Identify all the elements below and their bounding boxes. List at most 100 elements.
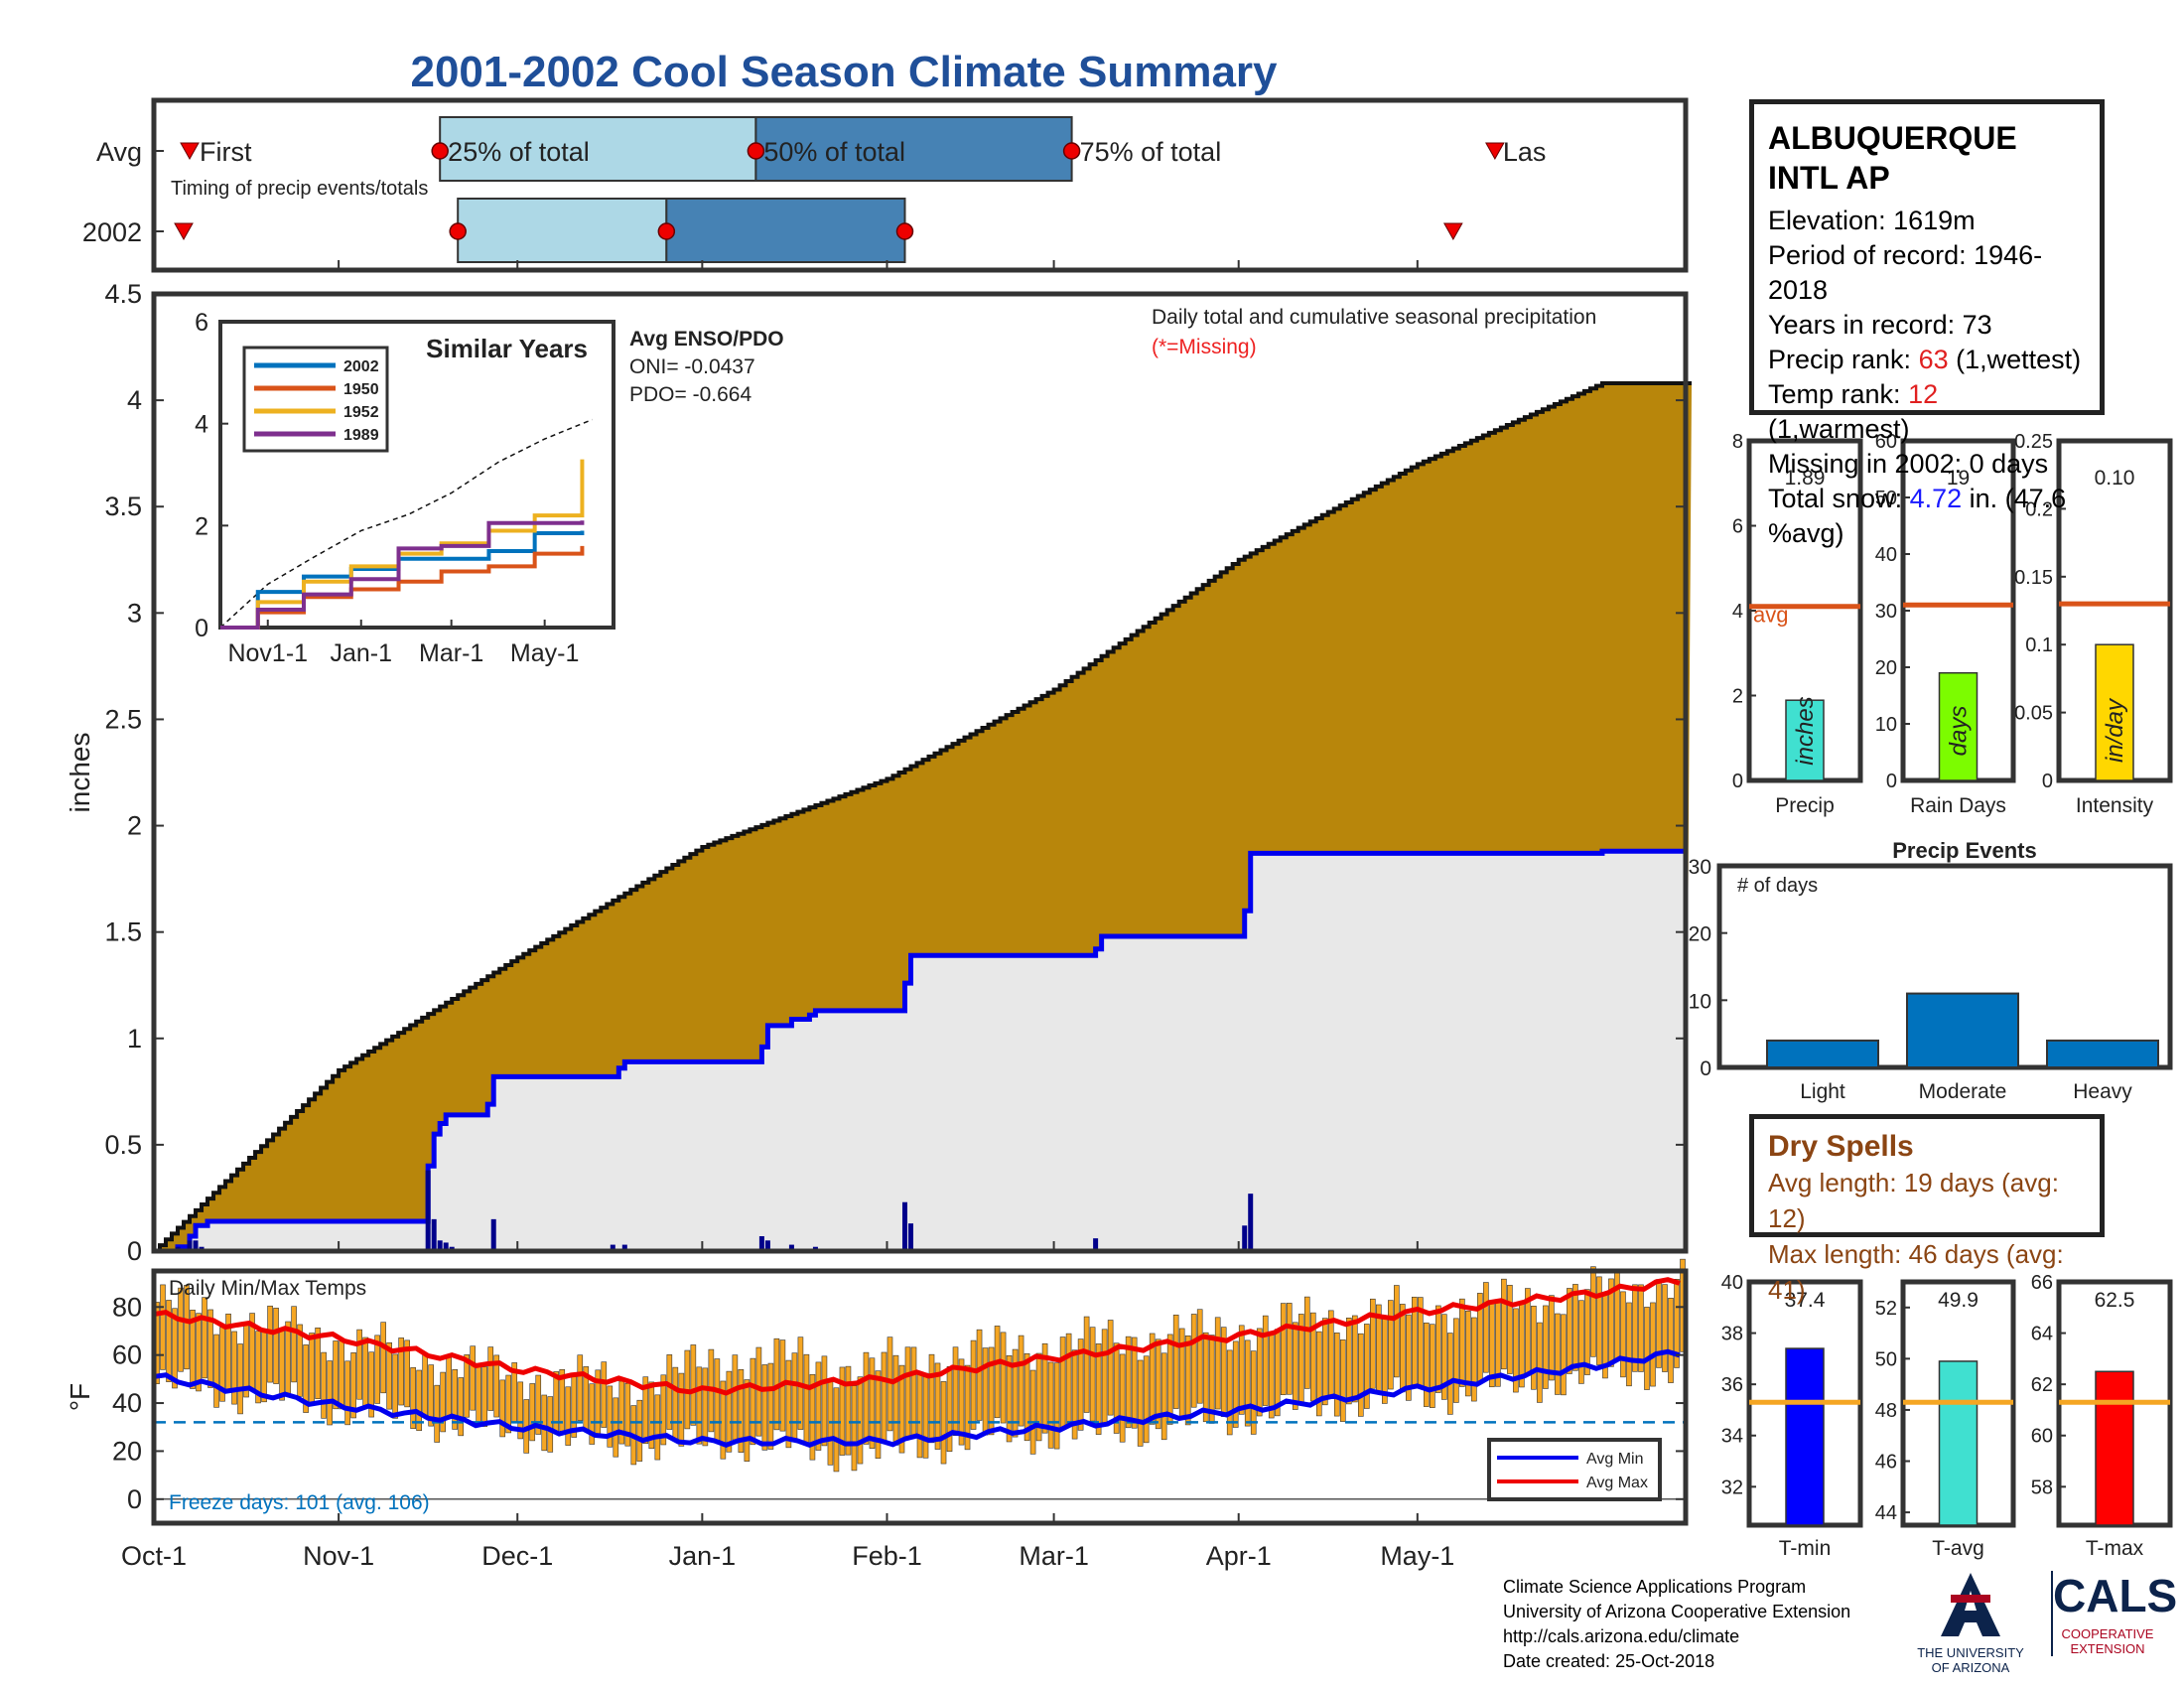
- daily-temp-bar: [642, 1376, 649, 1444]
- credit-line: http://cals.arizona.edu/climate: [1503, 1626, 1740, 1646]
- daily-temp-bar: [1268, 1331, 1275, 1419]
- station-period: Period of record: 1946-2018: [1768, 240, 2043, 305]
- events-y-tick-label: 10: [1689, 990, 1711, 1013]
- daily-temp-bar: [821, 1355, 828, 1447]
- daily-temp-bar: [356, 1329, 362, 1400]
- daily-temp-bar: [1238, 1325, 1245, 1415]
- temp-summary-value-label: 37.4: [1785, 1289, 1826, 1312]
- daily-precip-bar: [764, 1240, 770, 1251]
- small-y-tick-label: 0.15: [2014, 567, 2053, 589]
- daily-temp-bar: [1018, 1335, 1024, 1427]
- daily-temp-bar: [1435, 1305, 1441, 1393]
- daily-temp-bar: [851, 1385, 858, 1472]
- daily-precip-bar: [193, 1240, 199, 1251]
- daily-temp-bar: [1537, 1322, 1543, 1403]
- daily-temp-bar: [744, 1379, 751, 1462]
- daily-temp-bar: [607, 1385, 614, 1448]
- y-tick-label: 4.5: [104, 279, 142, 309]
- small-y-tick-label: 0.2: [2025, 498, 2053, 520]
- small-bar-unit-label: in/day: [2102, 697, 2128, 763]
- daily-temp-bar: [1339, 1339, 1346, 1422]
- daily-temp-bar: [535, 1374, 542, 1435]
- daily-precip-bar: [610, 1244, 615, 1251]
- daily-temp-bar: [452, 1369, 458, 1430]
- daily-temp-bar: [863, 1351, 870, 1445]
- small-y-tick-label: 20: [1875, 657, 1897, 679]
- temp-summary-xlabel: T-avg: [1932, 1537, 1984, 1560]
- temp-summary-bar: [1785, 1347, 1825, 1526]
- daily-temp-bar: [1465, 1310, 1471, 1397]
- daily-temp-bar: [1041, 1342, 1048, 1434]
- station-precip-rank: Precip rank: 63 (1,wettest): [1768, 345, 2082, 374]
- daily-temp-bar: [589, 1383, 596, 1445]
- station-elevation: Elevation: 1619m: [1768, 206, 1976, 235]
- timing-2002-bar-50-75: [665, 198, 906, 263]
- legend-label: 1950: [343, 381, 379, 398]
- daily-temp-bar: [791, 1352, 798, 1443]
- daily-precip-bar: [1248, 1194, 1254, 1251]
- daily-temp-bar: [1447, 1333, 1453, 1415]
- daily-temp-bar: [404, 1339, 410, 1408]
- daily-temp-bar: [1196, 1309, 1203, 1404]
- daily-temp-bar: [1029, 1369, 1036, 1455]
- daily-temp-bar: [601, 1361, 608, 1428]
- daily-temp-bar: [362, 1336, 368, 1406]
- daily-precip-bar: [901, 1201, 907, 1251]
- daily-temp-bar: [1507, 1285, 1513, 1374]
- legend-label: Avg Min: [1586, 1451, 1644, 1468]
- daily-temp-bar: [1286, 1303, 1293, 1395]
- daily-temp-bar: [660, 1374, 667, 1446]
- daily-temp-bar: [994, 1326, 1001, 1419]
- daily-temp-bar: [1113, 1342, 1120, 1434]
- daily-temp-bar: [940, 1381, 947, 1465]
- x-tick-label: May-1: [1380, 1541, 1454, 1571]
- missing-note: (*=Missing): [1152, 336, 1257, 358]
- daily-temp-bar: [565, 1386, 572, 1446]
- daily-temp-bar: [321, 1351, 327, 1419]
- temp-summary-y-tick-label: 38: [1721, 1324, 1743, 1345]
- daily-temp-bar: [666, 1354, 673, 1430]
- daily-temp-bar: [1244, 1339, 1251, 1427]
- timing-2002-75-marker: [895, 222, 914, 240]
- daily-temp-bar: [1083, 1316, 1090, 1413]
- daily-temp-bar: [1388, 1300, 1394, 1390]
- timing-label-50: 50% of total: [763, 137, 905, 167]
- daily-temp-bar: [1471, 1317, 1477, 1402]
- small-y-tick-label: 50: [1875, 488, 1897, 509]
- small-y-tick-label: 0.1: [2025, 634, 2053, 656]
- daily-temp-bar: [946, 1366, 953, 1453]
- daily-temp-bar: [761, 1364, 768, 1451]
- events-y-tick-label: 0: [1700, 1057, 1711, 1080]
- daily-temp-bar: [1596, 1276, 1602, 1365]
- small-y-tick-label: 4: [1732, 601, 1743, 623]
- daily-precip-bar: [437, 1240, 443, 1251]
- daily-temp-bar: [1357, 1333, 1364, 1417]
- daily-temp-bar: [1190, 1314, 1197, 1408]
- daily-temp-bar: [237, 1343, 243, 1415]
- daily-temp-bar: [1006, 1355, 1013, 1443]
- daily-temp-bar: [928, 1353, 935, 1444]
- inset-x-tick-label: Mar-1: [419, 639, 483, 667]
- cals-logo: CALS COOPERATIVE EXTENSION: [2051, 1571, 2177, 1656]
- ua-line-2: OF ARIZONA: [1931, 1660, 2010, 1675]
- temp-summary-xlabel: T-max: [2086, 1537, 2144, 1560]
- events-ylabel: # of days: [1737, 875, 1818, 897]
- daily-temp-bar: [196, 1313, 202, 1392]
- temp-y-tick-label: 60: [112, 1340, 142, 1370]
- daily-temp-bar: [476, 1365, 482, 1427]
- legend-label: 1989: [343, 427, 379, 444]
- daily-temp-bar: [297, 1324, 303, 1397]
- daily-temp-bar: [785, 1359, 792, 1449]
- daily-precip-bar: [431, 1218, 437, 1251]
- daily-temp-bar: [815, 1361, 822, 1451]
- daily-precip-bar: [621, 1244, 627, 1251]
- inset-x-tick-label: Jan-1: [330, 639, 392, 667]
- small-bar-xlabel: Precip: [1775, 794, 1835, 817]
- daily-temp-bar: [422, 1353, 428, 1418]
- daily-temp-bar: [1543, 1305, 1549, 1389]
- temp-panel-title: Daily Min/Max Temps: [169, 1277, 366, 1300]
- daily-temp-bar: [1453, 1318, 1459, 1403]
- temp-summary-y-tick-label: 58: [2031, 1477, 2053, 1498]
- enso-title: Avg ENSO/PDO: [629, 328, 784, 351]
- timing-row-label: 2002: [82, 217, 142, 247]
